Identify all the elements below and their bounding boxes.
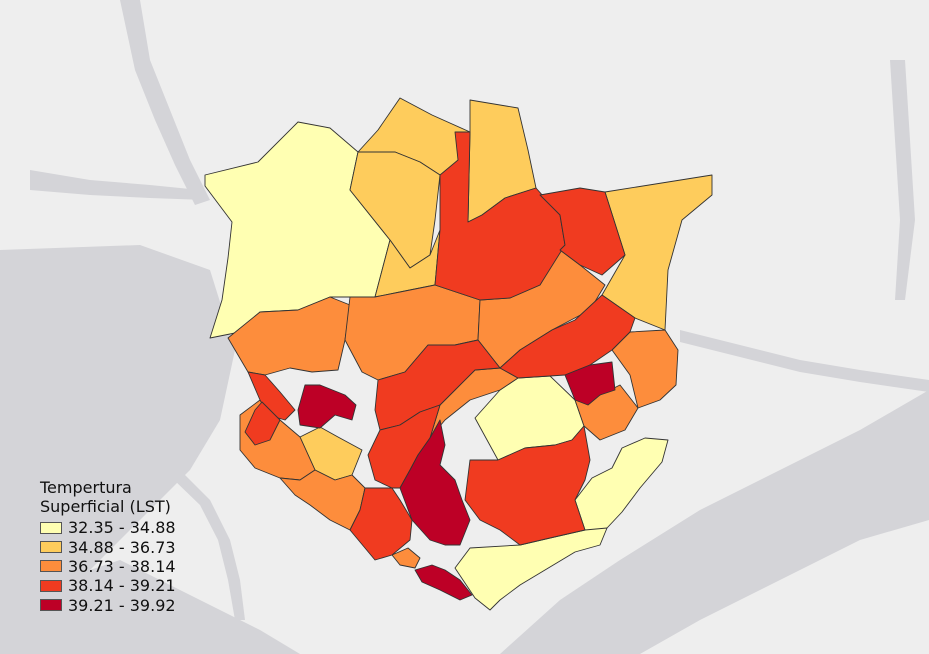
river-northwest: [120, 0, 210, 205]
legend-label: 36.73 - 38.14: [68, 556, 176, 576]
legend-label: 32.35 - 34.88: [68, 518, 176, 538]
legend-item: 36.73 - 38.14: [40, 557, 176, 576]
river-south-band: [0, 560, 300, 654]
legend-label: 38.14 - 39.21: [68, 576, 176, 596]
legend-item: 34.88 - 36.73: [40, 537, 176, 557]
district-hot-west: [297, 384, 357, 429]
district-hot-central: [399, 419, 471, 546]
river-northwest-arm: [30, 170, 205, 200]
river-south-channel: [172, 470, 245, 620]
legend-swatch: [40, 521, 62, 534]
legend-title: Tempertura Superficial (LST): [40, 478, 176, 516]
legend-item: 39.21 - 39.92: [40, 596, 176, 615]
legend-swatch: [40, 560, 62, 573]
legend-classes: 32.35 - 34.88 34.88 - 36.73 36.73 - 38.14 3…: [40, 518, 176, 615]
legend-title-line-2: Superficial (LST): [40, 497, 171, 516]
river-main-east: [500, 390, 929, 654]
legend-swatch: [40, 579, 62, 592]
district-east: [611, 329, 679, 409]
river-east-arm: [680, 330, 929, 392]
legend-item: 38.14 - 39.21: [40, 576, 176, 595]
district-south-small: [391, 547, 421, 569]
legend-label: 34.88 - 36.73: [68, 537, 176, 557]
district-northeast: [601, 174, 713, 331]
district-northeast-inner: [539, 187, 626, 276]
legend-item: 32.35 - 34.88: [40, 518, 176, 537]
legend-label: 39.21 - 39.92: [68, 595, 176, 615]
district-east-mid: [499, 294, 636, 379]
district-southwest-2: [279, 469, 366, 531]
legend-swatch: [40, 599, 62, 612]
district-central-south: [464, 425, 591, 546]
legend-swatch: [40, 541, 62, 554]
district-hot-east: [564, 361, 616, 406]
district-southwest-red: [244, 401, 281, 446]
district-south-red: [349, 487, 413, 561]
legend-title-line-1: Tempertura: [40, 478, 132, 497]
legend: Tempertura Superficial (LST) 32.35 - 34.…: [40, 478, 176, 615]
districts-layer: [204, 97, 713, 611]
district-hot-south: [414, 564, 473, 601]
river-east: [890, 60, 915, 300]
